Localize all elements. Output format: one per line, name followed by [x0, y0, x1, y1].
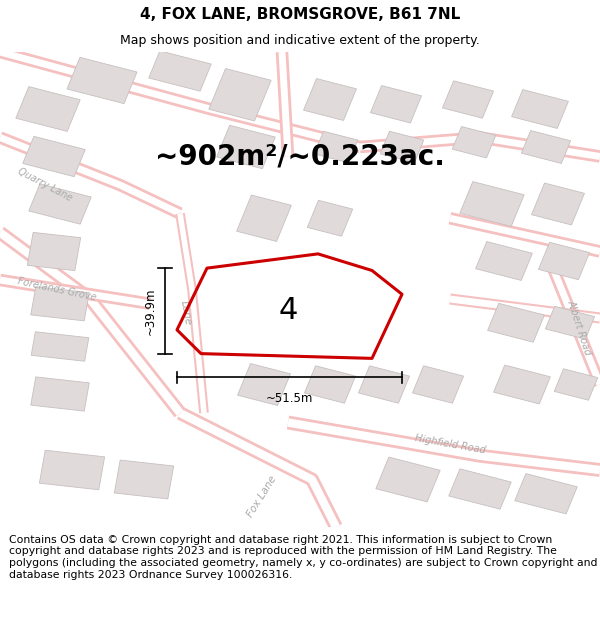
Polygon shape — [149, 51, 211, 91]
Text: ~51.5m: ~51.5m — [266, 392, 313, 405]
Polygon shape — [238, 364, 290, 406]
Polygon shape — [449, 469, 511, 509]
Text: 4: 4 — [278, 296, 298, 326]
Polygon shape — [16, 87, 80, 131]
Polygon shape — [370, 86, 422, 123]
Polygon shape — [532, 183, 584, 225]
Polygon shape — [40, 450, 104, 490]
Polygon shape — [358, 366, 410, 403]
Polygon shape — [314, 131, 358, 162]
Polygon shape — [452, 126, 496, 158]
Text: Fox Lane: Fox Lane — [245, 474, 279, 519]
Polygon shape — [31, 287, 89, 321]
Polygon shape — [380, 131, 424, 162]
Polygon shape — [31, 332, 89, 361]
Polygon shape — [521, 131, 571, 163]
Text: Contains OS data © Crown copyright and database right 2021. This information is : Contains OS data © Crown copyright and d… — [9, 535, 598, 579]
Text: Quarry Lane: Quarry Lane — [16, 166, 74, 204]
Text: ~902m²/~0.223ac.: ~902m²/~0.223ac. — [155, 142, 445, 171]
Text: Albert Road: Albert Road — [565, 299, 593, 356]
Polygon shape — [515, 474, 577, 514]
Text: Map shows position and indicative extent of the property.: Map shows position and indicative extent… — [120, 34, 480, 47]
Polygon shape — [23, 136, 85, 177]
Polygon shape — [304, 366, 356, 403]
Polygon shape — [115, 460, 173, 499]
Polygon shape — [488, 303, 544, 342]
Text: Lane: Lane — [179, 300, 193, 326]
Polygon shape — [538, 242, 590, 280]
Polygon shape — [304, 79, 356, 121]
Polygon shape — [31, 377, 89, 411]
Text: ~39.9m: ~39.9m — [143, 287, 157, 334]
Polygon shape — [442, 81, 494, 118]
Polygon shape — [476, 242, 532, 281]
Polygon shape — [554, 369, 598, 400]
Polygon shape — [67, 58, 137, 104]
Polygon shape — [545, 306, 595, 339]
Polygon shape — [236, 195, 292, 241]
Polygon shape — [29, 184, 91, 224]
Polygon shape — [412, 366, 464, 403]
Polygon shape — [307, 200, 353, 236]
Polygon shape — [512, 89, 568, 128]
Polygon shape — [28, 232, 80, 271]
Text: 4, FOX LANE, BROMSGROVE, B61 7NL: 4, FOX LANE, BROMSGROVE, B61 7NL — [140, 7, 460, 22]
Polygon shape — [209, 69, 271, 121]
Text: Highfield Road: Highfield Road — [414, 432, 486, 455]
Polygon shape — [376, 457, 440, 502]
Text: Forelands Grove: Forelands Grove — [17, 276, 97, 302]
Polygon shape — [460, 182, 524, 226]
Polygon shape — [494, 365, 550, 404]
Polygon shape — [217, 126, 275, 169]
